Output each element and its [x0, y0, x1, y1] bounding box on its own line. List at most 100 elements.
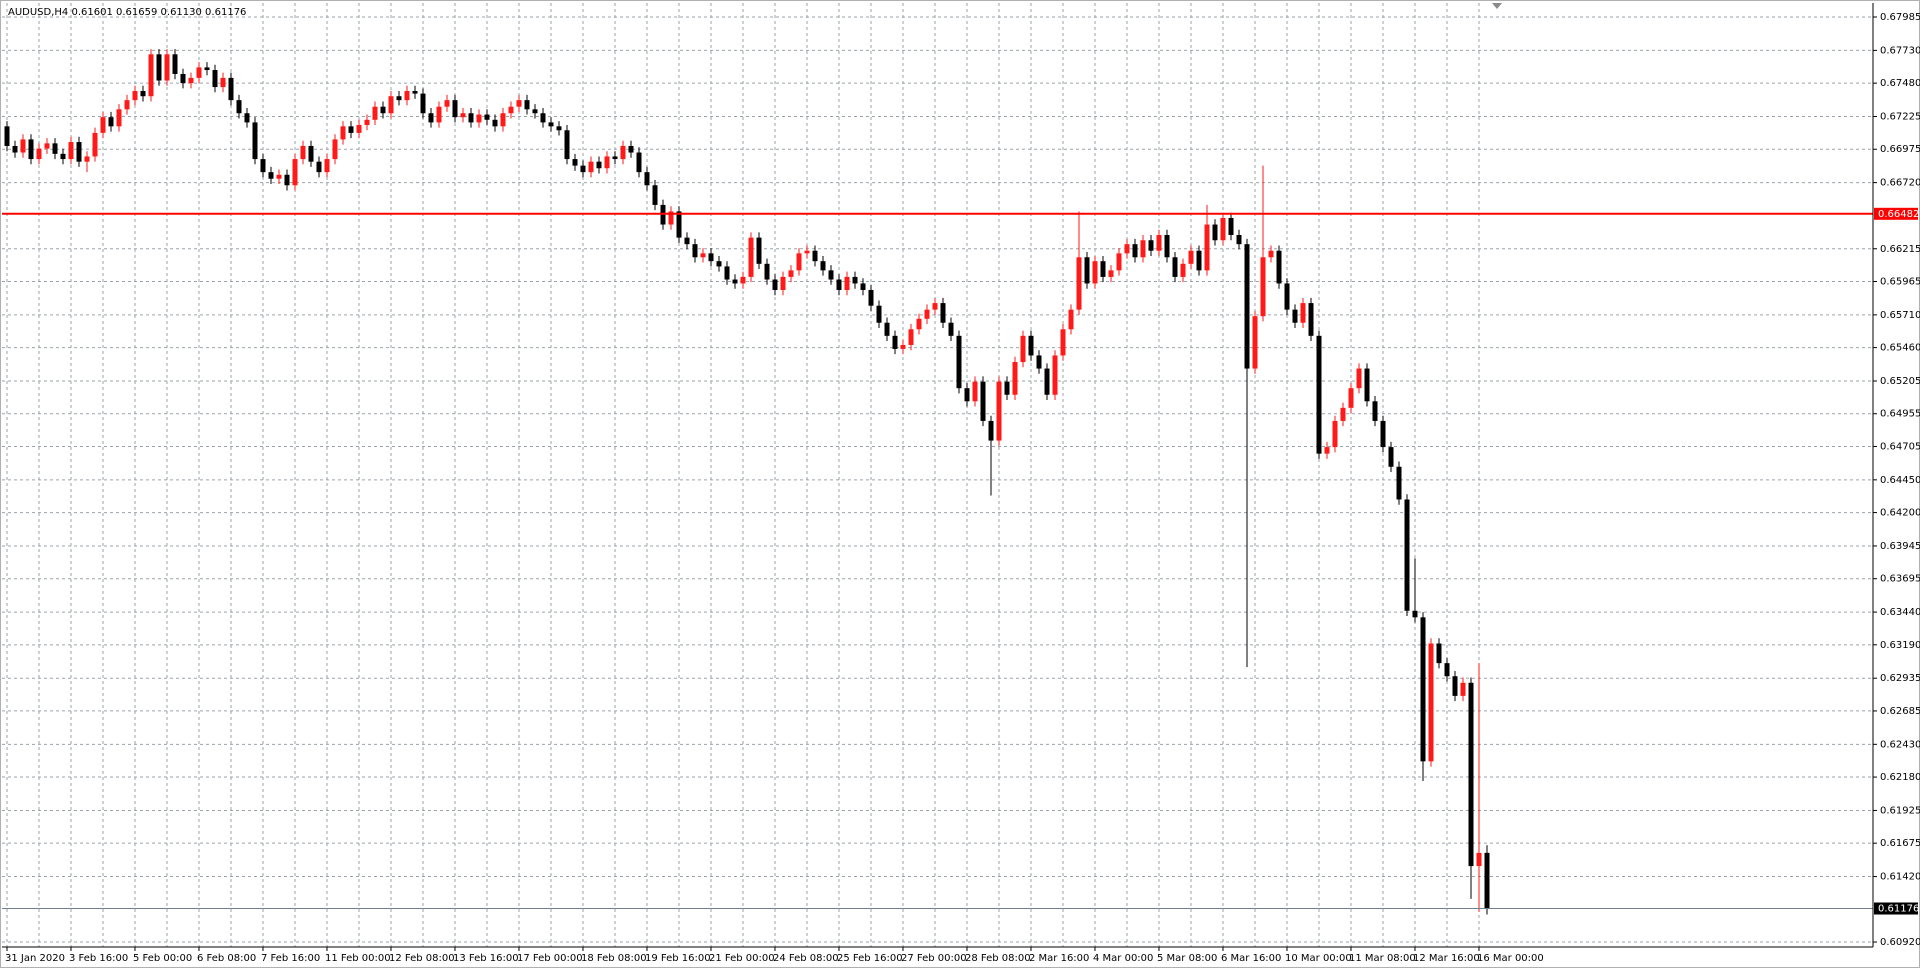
candle-body [12, 145, 18, 153]
x-tick-label: 6 Mar 16:00 [1221, 953, 1281, 964]
candle-body [68, 142, 74, 160]
candle-body [1148, 240, 1154, 251]
candle-body [1100, 261, 1106, 277]
candle-body [564, 130, 570, 160]
candle-body [572, 159, 578, 166]
candle-body [1292, 309, 1298, 323]
candle-body [76, 142, 82, 162]
candle-body [1012, 362, 1018, 395]
y-tick-label: 0.64705 [1880, 441, 1920, 452]
candle-body [1084, 257, 1090, 284]
candle-body [772, 279, 778, 290]
candle-body [756, 237, 762, 264]
candle-body [52, 143, 58, 154]
candle-body [740, 276, 746, 284]
y-tick-label: 0.65965 [1880, 276, 1920, 287]
candle-body [940, 303, 946, 323]
y-tick-label: 0.66975 [1880, 144, 1920, 155]
level-line-label: 0.66482 [1878, 209, 1919, 220]
candle-body [948, 322, 954, 336]
candle-body [1356, 368, 1362, 389]
candle-body [1308, 303, 1314, 336]
candle-body [1188, 250, 1194, 264]
candle-body [1284, 283, 1290, 310]
candle-body [1140, 240, 1146, 258]
y-tick-label: 0.64200 [1880, 508, 1920, 519]
y-tick-label: 0.65460 [1880, 343, 1920, 354]
candle-body [100, 117, 106, 133]
x-tick-label: 18 Feb 08:00 [581, 953, 647, 964]
x-tick-label: 28 Feb 08:00 [965, 953, 1031, 964]
x-tick-label: 12 Feb 08:00 [389, 953, 455, 964]
candle-body [1108, 270, 1114, 277]
candle-body [1276, 250, 1282, 284]
candle-body [1236, 235, 1242, 245]
candle-body [60, 153, 66, 160]
y-tick-label: 0.60920 [1880, 937, 1920, 948]
candle-body [596, 161, 602, 169]
y-tick-label: 0.62935 [1880, 673, 1920, 684]
y-tick-label: 0.67225 [1880, 112, 1920, 123]
candle-body [308, 145, 314, 162]
candle-body [468, 113, 474, 123]
candle-body [1468, 682, 1474, 867]
shift-marker [1492, 3, 1502, 9]
y-tick-label: 0.61925 [1880, 805, 1920, 816]
x-tick-label: 19 Feb 16:00 [645, 953, 711, 964]
candle-body [868, 289, 874, 306]
chart-title: AUDUSD,H4 0.61601 0.61659 0.61130 0.6117… [8, 7, 246, 18]
candle-body [892, 335, 898, 349]
candle-body [684, 237, 690, 245]
level-line-label-box [1874, 207, 1918, 220]
candle-body [804, 250, 810, 254]
candle-body [1268, 250, 1274, 258]
candle-body [1020, 335, 1026, 363]
x-tick-label: 16 Mar 00:00 [1477, 953, 1544, 964]
candle-body [540, 113, 546, 123]
candle-body [332, 139, 338, 160]
y-tick-label: 0.63440 [1880, 607, 1920, 618]
candle-body [396, 96, 402, 101]
y-tick-label: 0.62685 [1880, 706, 1920, 717]
candle-body [732, 279, 738, 284]
candle-body [1076, 257, 1082, 310]
x-tick-label: 25 Feb 16:00 [837, 953, 903, 964]
candle-body [876, 305, 882, 323]
x-tick-label: 5 Feb 00:00 [133, 953, 192, 964]
x-tick-label: 12 Mar 16:00 [1413, 953, 1480, 964]
candle-body [1300, 303, 1306, 323]
candle-body [1364, 368, 1370, 402]
x-tick-label: 11 Feb 00:00 [325, 953, 391, 964]
candle-body [244, 113, 250, 123]
candle-body [268, 172, 274, 179]
y-tick-label: 0.62430 [1880, 739, 1920, 750]
candle-body [116, 109, 122, 127]
x-tick-label: 27 Feb 00:00 [901, 953, 967, 964]
candle-body [44, 143, 50, 149]
candle-body [132, 90, 138, 101]
candle-body [1156, 235, 1162, 251]
candle-body [780, 276, 786, 290]
candle-body [956, 335, 962, 389]
candle-body [676, 211, 682, 238]
candle-body [508, 106, 514, 114]
candle-body [1132, 244, 1138, 258]
y-tick-label: 0.66215 [1880, 244, 1920, 255]
candle-body [4, 126, 10, 146]
candle-body [380, 106, 386, 114]
candle-body [644, 172, 650, 186]
x-tick-label: 6 Feb 08:00 [197, 953, 256, 964]
candle-body [1340, 407, 1346, 421]
candle-body [164, 54, 170, 81]
candle-body [492, 119, 498, 127]
candle-body [1380, 420, 1386, 448]
candle-body [476, 114, 482, 123]
candle-body [292, 159, 298, 186]
candle-body [588, 161, 594, 173]
candle-body [932, 303, 938, 310]
candle-body [220, 77, 226, 88]
candle-body [820, 261, 826, 271]
y-tick-label: 0.67985 [1880, 12, 1920, 23]
